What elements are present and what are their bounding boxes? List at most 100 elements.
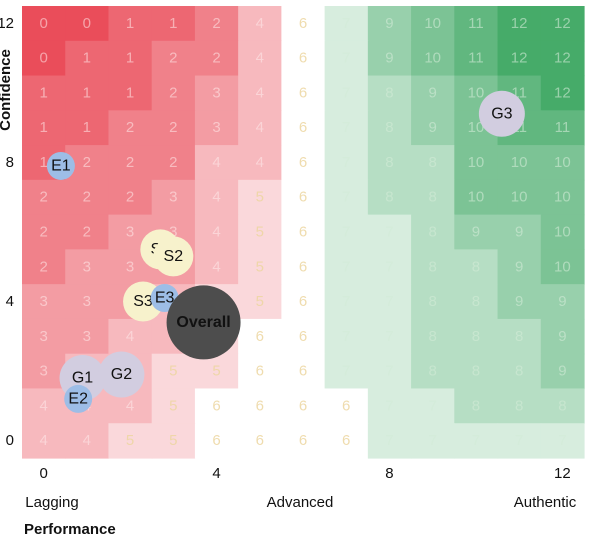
heatmap-cell-value: 7 <box>342 15 350 32</box>
bubble: G2 <box>98 351 145 398</box>
heatmap-cell-value: 6 <box>299 154 307 171</box>
heatmap-cell <box>22 388 66 424</box>
heatmap-cell <box>238 388 282 424</box>
heatmap-cell-value: 6 <box>299 50 307 67</box>
heatmap-cell-value: 7 <box>342 119 350 136</box>
heatmap-cell <box>281 388 326 424</box>
y-axis-title: Confidence <box>0 49 14 131</box>
bubble: Overall <box>166 285 241 360</box>
heatmap-cell-value: 4 <box>212 258 220 275</box>
heatmap-cell-value: 7 <box>342 363 350 380</box>
heatmap-cell <box>281 423 326 459</box>
heatmap-cell-value: 8 <box>429 293 437 310</box>
heatmap-cell <box>540 179 585 216</box>
heatmap-cell-value: 9 <box>472 224 480 241</box>
heatmap-cell-value: 9 <box>429 84 437 101</box>
heatmap-cell-value: 2 <box>39 189 47 206</box>
heatmap-cell <box>324 353 369 390</box>
heatmap-cell-value: 6 <box>299 15 307 32</box>
heatmap-cell-value: 6 <box>299 432 307 449</box>
heatmap-cell <box>151 75 196 111</box>
heatmap-cell <box>454 145 499 181</box>
heatmap-cell-value: 7 <box>385 224 393 241</box>
heatmap-cell-value: 10 <box>468 84 485 101</box>
heatmap-cell <box>65 40 110 77</box>
heatmap-cell <box>238 40 282 77</box>
heatmap-cell-value: 5 <box>169 397 177 414</box>
heatmap-cell-value: 5 <box>256 224 264 241</box>
heatmap-cell-value: 2 <box>169 50 177 67</box>
x-category-label: Advanced <box>267 494 334 511</box>
heatmap-cell-value: 3 <box>83 258 91 275</box>
heatmap-cell <box>324 110 369 146</box>
heatmap-cell-value: 4 <box>256 84 264 101</box>
heatmap-cell-value: 7 <box>342 84 350 101</box>
heatmap-cell <box>411 40 455 77</box>
heatmap-cell-value: 4 <box>126 397 134 414</box>
heatmap-cell-value: 8 <box>429 328 437 345</box>
heatmap-cell <box>454 40 499 77</box>
heatmap-cell-value: 2 <box>169 154 177 171</box>
heatmap-cell-value: 7 <box>385 432 393 449</box>
heatmap-cell <box>108 75 153 111</box>
heatmap-cell <box>194 110 239 146</box>
heatmap-cell-value: 3 <box>83 328 91 345</box>
heatmap-cell-value: 8 <box>515 328 523 345</box>
bubble: S2 <box>153 236 194 277</box>
x-tick-label: 12 <box>554 465 571 482</box>
heatmap-cell <box>281 214 326 250</box>
heatmap-cell <box>454 318 499 355</box>
heatmap-cell <box>540 353 585 390</box>
heatmap-cell-value: 5 <box>256 293 264 310</box>
heatmap-cell-value: 6 <box>299 397 307 414</box>
heatmap-cell <box>281 353 326 390</box>
heatmap-cell-value: 8 <box>472 363 480 380</box>
heatmap-cell-value: 1 <box>126 84 134 101</box>
heatmap-cell-value: 1 <box>39 84 47 101</box>
heatmap-cell <box>324 40 369 77</box>
heatmap-cell <box>324 6 369 42</box>
heatmap-cell <box>194 388 239 424</box>
heatmap-cell-value: 8 <box>429 189 437 206</box>
heatmap-cell <box>238 249 282 285</box>
heatmap-cells: 0 0 1 1 2 4 6 7 9 10 11 12 120 1 1 2 2 4 6 7 9 10 11 12 121 1 1 2 3 4… <box>22 6 585 459</box>
heatmap-cell-value: 8 <box>515 363 523 380</box>
heatmap-cell-value: 8 <box>472 293 480 310</box>
heatmap-cell-value: 6 <box>299 293 307 310</box>
bubble-label: S3 <box>133 293 153 310</box>
heatmap-cell-value: 9 <box>515 293 523 310</box>
heatmap-cell-value: 6 <box>256 432 264 449</box>
heatmap-cell <box>411 249 455 285</box>
heatmap-cell-value: 11 <box>468 50 484 67</box>
heatmap-cell-value: 2 <box>83 224 91 241</box>
heatmap-cell-value: 8 <box>472 397 480 414</box>
heatmap-cell-value: 4 <box>126 328 134 345</box>
heatmap-cell-value: 6 <box>299 258 307 275</box>
heatmap-cell <box>194 75 239 111</box>
heatmap-cell-value: 12 <box>554 50 571 67</box>
heatmap-cell-value: 7 <box>342 258 350 275</box>
heatmap-cell <box>22 75 66 111</box>
y-tick-label: 0 <box>6 432 14 449</box>
heatmap-cell-value: 10 <box>554 189 571 206</box>
heatmap-cell <box>151 353 196 390</box>
heatmap-cell <box>238 145 282 181</box>
heatmap-cell-value: 12 <box>554 15 571 32</box>
heatmap-cell-value: 3 <box>39 293 47 310</box>
heatmap-cell <box>281 284 326 320</box>
heatmap-cell <box>367 284 412 320</box>
heatmap-cell <box>281 110 326 146</box>
heatmap-cell-value: 6 <box>299 328 307 345</box>
heatmap-cell <box>65 110 110 146</box>
heatmap-cell-value: 4 <box>39 432 47 449</box>
bubble: E2 <box>64 384 93 413</box>
heatmap-cell-value: 8 <box>515 397 523 414</box>
heatmap-cell <box>108 110 153 146</box>
heatmap-cell <box>22 40 66 77</box>
heatmap-cell <box>108 179 153 216</box>
heatmap-cell-value: 8 <box>429 258 437 275</box>
heatmap-cell-value: 10 <box>554 258 571 275</box>
heatmap-cell-value: 2 <box>39 258 47 275</box>
heatmap-cell <box>281 75 326 111</box>
